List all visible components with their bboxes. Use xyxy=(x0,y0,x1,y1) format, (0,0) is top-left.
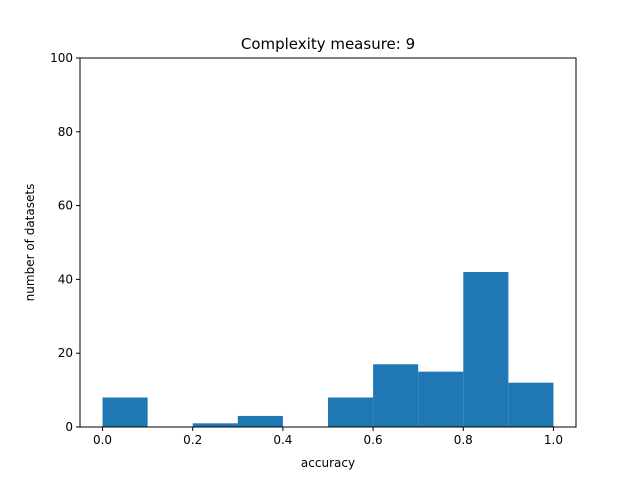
x-tick-label: 0.4 xyxy=(273,433,292,447)
y-tick-label: 20 xyxy=(58,346,73,360)
y-tick-label: 0 xyxy=(65,420,73,434)
histogram-bar xyxy=(418,371,464,427)
x-tick-label: 0.8 xyxy=(454,433,473,447)
chart-title: Complexity measure: 9 xyxy=(241,35,415,53)
y-tick-label: 80 xyxy=(58,125,73,139)
histogram-bar xyxy=(508,382,554,427)
x-axis-label: accuracy xyxy=(301,456,355,470)
histogram-bar xyxy=(373,364,419,427)
x-axis-ticks: 0.0 0.2 0.4 0.6 0.8 1.0 xyxy=(93,427,563,447)
x-tick-label: 1.0 xyxy=(544,433,563,447)
histogram-bar xyxy=(463,272,509,427)
y-tick-label: 60 xyxy=(58,199,73,213)
plot-frame xyxy=(79,57,577,428)
histogram-bar xyxy=(328,397,374,427)
y-axis-label: number of datasets xyxy=(23,184,37,302)
histogram-bar xyxy=(237,415,283,427)
x-tick-label: 0.6 xyxy=(364,433,383,447)
histogram-bar xyxy=(102,397,148,427)
histogram-bar xyxy=(192,423,238,427)
x-tick-label: 0.2 xyxy=(183,433,202,447)
y-tick-label: 40 xyxy=(58,272,73,286)
y-tick-label: 100 xyxy=(50,51,73,65)
bars-group xyxy=(102,272,554,427)
y-axis-ticks: 0 20 40 60 80 100 xyxy=(50,51,80,434)
x-tick-label: 0.0 xyxy=(93,433,112,447)
